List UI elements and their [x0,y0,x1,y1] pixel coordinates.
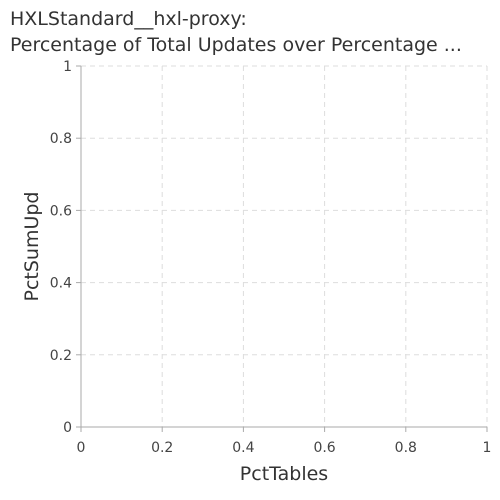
x-axis-label: PctTables [240,463,328,485]
chart-title-line-2: Percentage of Total Updates over Percent… [10,34,462,56]
x-tick-labels: 0 0.2 0.4 0.6 0.8 1 [77,440,492,456]
x-tick-label-0: 0 [77,440,86,456]
y-tick-label-1: 0.2 [50,348,72,364]
grid [81,65,488,427]
axes [76,65,488,432]
x-tick-label-5: 1 [483,440,492,456]
y-tick-label-4: 0.8 [50,131,72,147]
y-tick-label-3: 0.6 [50,203,72,219]
y-tick-label-0: 0 [63,420,72,436]
y-tick-labels: 0 0.2 0.4 0.6 0.8 1 [50,59,72,436]
x-tick-label-2: 0.4 [232,440,254,456]
y-axis-label: PctSumUpd [21,192,43,302]
x-tick-label-1: 0.2 [151,440,173,456]
y-tick-label-2: 0.4 [50,276,72,292]
x-tick-label-3: 0.6 [313,440,335,456]
chart-title-line-1: HXLStandard__hxl-proxy: [10,8,247,30]
x-tick-label-4: 0.8 [395,440,417,456]
y-tick-label-5: 1 [63,59,72,75]
